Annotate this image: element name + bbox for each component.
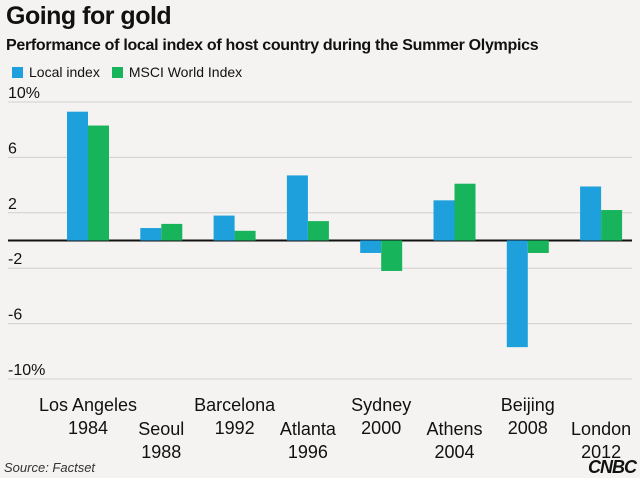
y-tick-label: 10%	[8, 85, 40, 102]
legend-label-msci-world: MSCI World Index	[128, 64, 243, 80]
x-category-label: 1984	[68, 418, 108, 438]
legend-swatch-local-index	[12, 66, 23, 78]
y-tick-label: 6	[8, 140, 17, 157]
y-tick-label: -2	[8, 251, 22, 268]
bar-local-index	[67, 111, 88, 241]
x-category-label: 1992	[215, 418, 255, 438]
y-tick-label: 2	[8, 196, 17, 213]
y-tick-label: -6	[8, 307, 22, 324]
legend-swatch-msci-world	[111, 66, 123, 78]
bar-local-index	[213, 215, 235, 241]
bar-local-index	[360, 240, 382, 253]
x-category-label: Athens	[426, 419, 482, 439]
bar-msci-world	[601, 210, 623, 241]
x-category-label: London	[571, 419, 631, 439]
legend-label-local-index: Local index	[29, 64, 100, 80]
cnbc-logo: CNBC	[588, 457, 637, 477]
bar-local-index	[140, 228, 162, 241]
legend: Local index MSCI World Index	[12, 64, 242, 80]
x-category-label: 2000	[361, 418, 401, 438]
bar-local-index	[433, 200, 455, 241]
x-category-label: 1988	[141, 442, 181, 462]
x-category-label: 2004	[434, 442, 474, 462]
x-category-label: Atlanta	[280, 419, 337, 439]
legend-item-local-index: Local index	[12, 64, 100, 80]
x-category-label: Sydney	[351, 395, 411, 415]
bar-local-index	[506, 240, 528, 348]
source-note: Source: Factset	[4, 460, 96, 475]
bar-msci-world	[161, 223, 183, 241]
bar-msci-world	[454, 183, 476, 241]
x-category-label: Beijing	[501, 395, 555, 415]
x-category-label: 2012	[581, 442, 621, 462]
legend-item-msci-world: MSCI World Index	[111, 64, 243, 80]
bar-local-index	[286, 175, 308, 241]
x-category-label: 2008	[508, 418, 548, 438]
bar-msci-world	[88, 125, 109, 241]
chart-title: Going for gold	[6, 2, 172, 30]
x-category-label: Los Angeles	[39, 395, 137, 415]
bar-local-index	[580, 186, 602, 241]
x-category-label: 1996	[288, 442, 328, 462]
bar-msci-world	[234, 230, 256, 241]
chart-subtitle: Performance of local index of host count…	[6, 37, 539, 54]
x-category-label: Seoul	[138, 419, 184, 439]
bar-msci-world	[527, 240, 549, 253]
y-tick-label: -10%	[8, 362, 45, 379]
x-category-label: Barcelona	[194, 395, 276, 415]
bar-msci-world	[381, 240, 403, 271]
bar-msci-world	[307, 221, 329, 241]
